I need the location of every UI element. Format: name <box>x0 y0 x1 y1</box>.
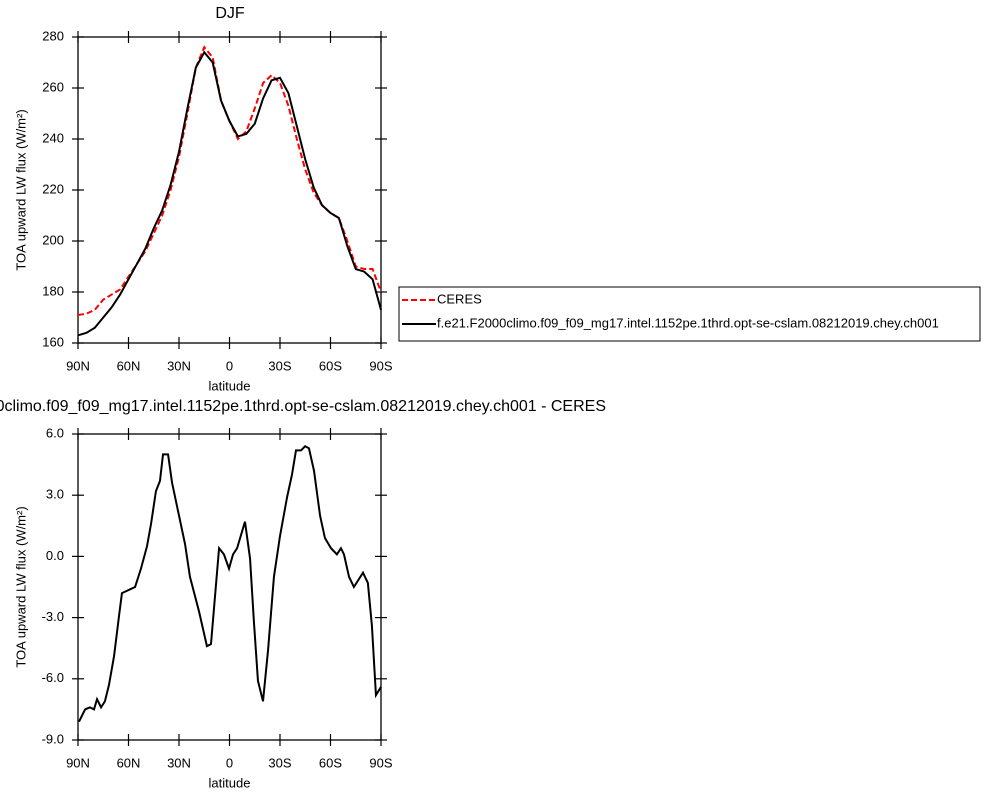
x-tick-label: 90S <box>369 358 392 373</box>
y-tick-label: 180 <box>42 283 64 298</box>
y-tick-label: 280 <box>42 28 64 43</box>
y-tick-label: 220 <box>42 181 64 196</box>
x-axis-label: latitude <box>209 775 251 790</box>
plot-frame <box>77 36 382 344</box>
y-tick-label: -9.0 <box>42 731 64 746</box>
x-tick-label: 60S <box>319 755 342 770</box>
x-tick-label: 90S <box>369 755 392 770</box>
y-axis-label: TOA upward LW flux (W/m²) <box>13 506 28 667</box>
x-tick-label: 30S <box>268 755 291 770</box>
x-tick-label: 0 <box>226 755 233 770</box>
x-tick-label: 90N <box>66 358 90 373</box>
x-tick-label: 90N <box>66 755 90 770</box>
y-tick-label: 0.0 <box>46 548 64 563</box>
y-tick-label: 240 <box>42 130 64 145</box>
x-tick-label: 30N <box>167 755 191 770</box>
chart-title: DJF <box>215 5 245 22</box>
data-line <box>77 50 382 337</box>
chart-title: f.e21.F2000climo.f09_f09_mg17.intel.1152… <box>0 398 606 415</box>
y-tick-label: -6.0 <box>42 670 64 685</box>
x-tick-label: 60N <box>117 755 141 770</box>
x-tick-label: 30N <box>167 358 191 373</box>
data-line <box>78 445 382 723</box>
y-tick-label: -3.0 <box>42 609 64 624</box>
y-tick-label: 3.0 <box>46 487 64 502</box>
x-tick-label: 30S <box>268 358 291 373</box>
y-tick-label: 200 <box>42 232 64 247</box>
x-axis-label: latitude <box>209 378 251 393</box>
x-tick-label: 0 <box>226 358 233 373</box>
x-tick-label: 60N <box>117 358 141 373</box>
y-tick-label: 6.0 <box>46 425 64 440</box>
legend-box <box>398 286 981 342</box>
plot-frame <box>77 433 382 741</box>
x-tick-label: 60S <box>319 358 342 373</box>
y-tick-label: 260 <box>42 79 64 94</box>
y-tick-label: 160 <box>42 334 64 349</box>
y-axis-label: TOA upward LW flux (W/m²) <box>13 109 28 270</box>
data-line <box>77 45 382 316</box>
legend-label: CERES <box>437 291 482 306</box>
legend-label: f.e21.F2000climo.f09_f09_mg17.intel.1152… <box>437 315 939 330</box>
